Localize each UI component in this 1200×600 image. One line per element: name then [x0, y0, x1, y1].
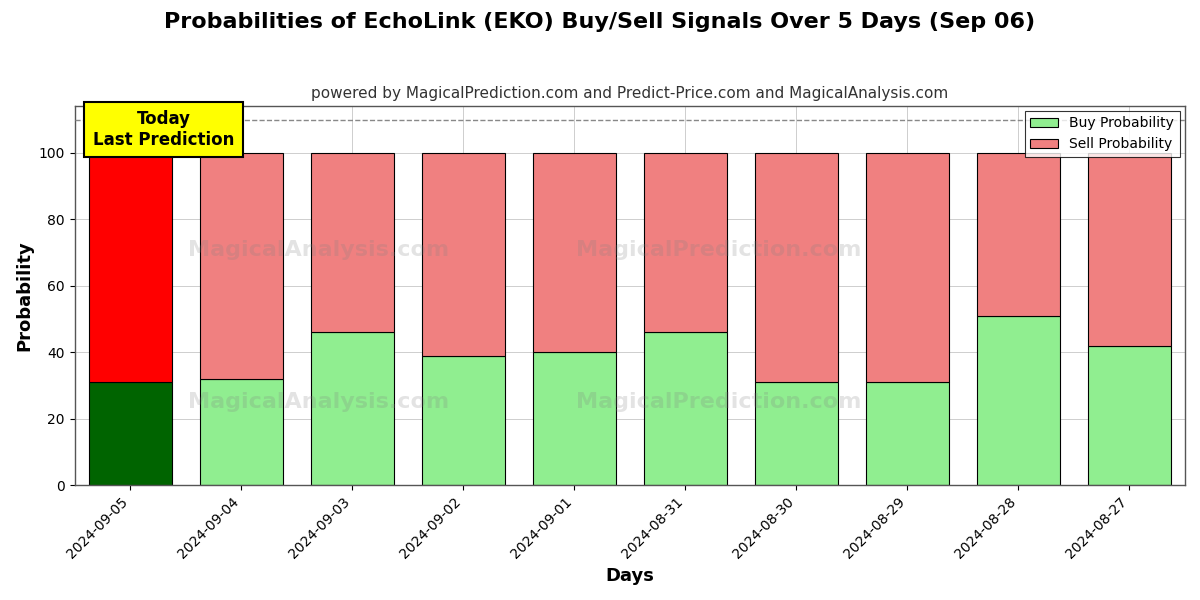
Bar [755, 382, 838, 485]
Bar [199, 153, 283, 379]
Bar [89, 382, 172, 485]
Text: Probabilities of EchoLink (EKO) Buy/Sell Signals Over 5 Days (Sep 06): Probabilities of EchoLink (EKO) Buy/Sell… [164, 12, 1036, 32]
Bar [89, 153, 172, 382]
Bar [311, 332, 394, 485]
Bar [311, 153, 394, 332]
Text: MagicalAnalysis.com: MagicalAnalysis.com [188, 392, 450, 412]
X-axis label: Days: Days [605, 567, 654, 585]
Bar [865, 153, 949, 382]
Bar [533, 153, 616, 352]
Bar [865, 382, 949, 485]
Text: MagicalAnalysis.com: MagicalAnalysis.com [188, 241, 450, 260]
Text: Today
Last Prediction: Today Last Prediction [92, 110, 234, 149]
Bar [643, 332, 727, 485]
Bar [755, 153, 838, 382]
Bar [977, 316, 1060, 485]
Bar [421, 153, 505, 356]
Bar [977, 153, 1060, 316]
Bar [1088, 153, 1171, 346]
Legend: Buy Probability, Sell Probability: Buy Probability, Sell Probability [1025, 111, 1180, 157]
Bar [199, 379, 283, 485]
Bar [533, 352, 616, 485]
Bar [643, 153, 727, 332]
Y-axis label: Probability: Probability [16, 241, 34, 351]
Bar [421, 356, 505, 485]
Text: MagicalPrediction.com: MagicalPrediction.com [576, 241, 862, 260]
Bar [1088, 346, 1171, 485]
Title: powered by MagicalPrediction.com and Predict-Price.com and MagicalAnalysis.com: powered by MagicalPrediction.com and Pre… [311, 86, 948, 101]
Text: MagicalPrediction.com: MagicalPrediction.com [576, 392, 862, 412]
